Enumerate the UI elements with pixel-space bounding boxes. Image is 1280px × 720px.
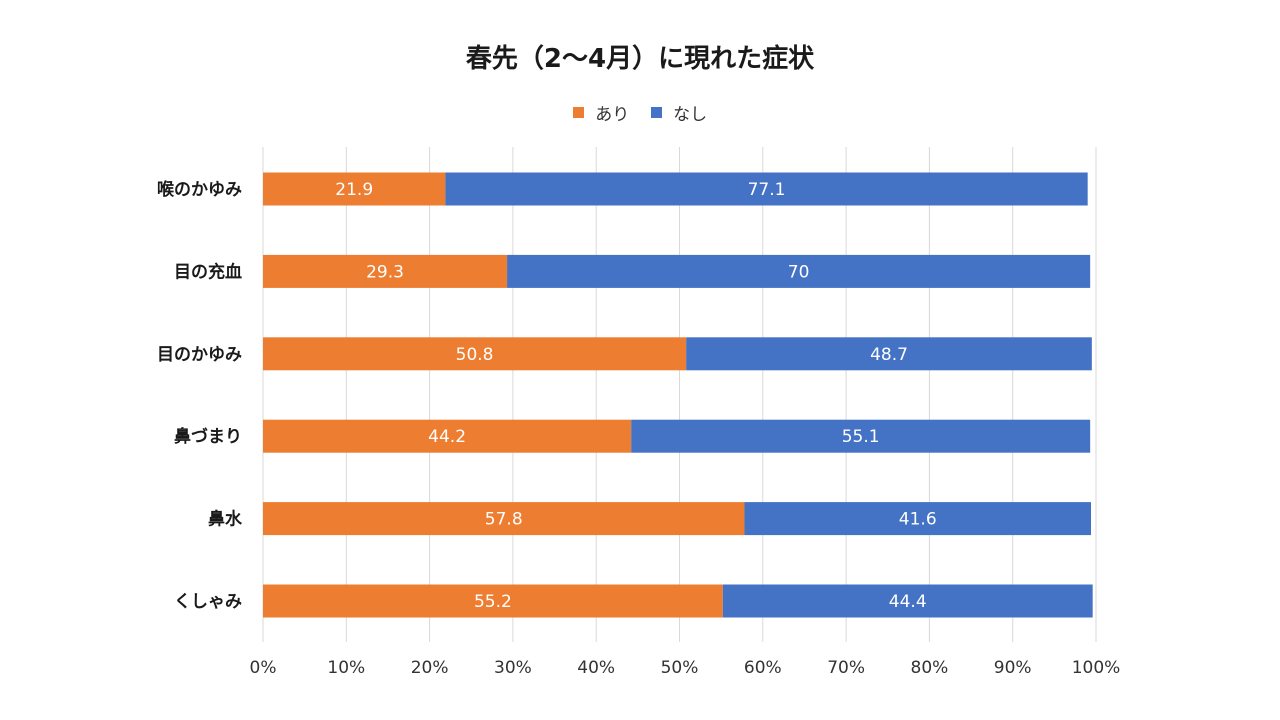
bar-ari [263, 584, 723, 618]
bar-nashi [722, 584, 1093, 618]
x-tick-label: 90% [994, 658, 1032, 678]
x-tick-label: 100% [1072, 658, 1121, 678]
category-label: 目の充血 [174, 261, 242, 282]
data-label: 70 [788, 262, 810, 282]
category-label: 目のかゆみ [157, 345, 242, 365]
category-label: くしゃみ [174, 592, 242, 612]
legend-label-nashi: なし [673, 105, 708, 125]
legend-swatch-nashi [650, 107, 662, 118]
bar-nashi [445, 172, 1088, 206]
category-label: 鼻づまり [174, 426, 242, 447]
x-tick-label: 70% [827, 658, 865, 678]
category-label: 喉のかゆみ [157, 179, 242, 200]
data-label: 57.8 [485, 510, 523, 530]
x-tick-label: 10% [327, 658, 365, 678]
bar-ari [263, 502, 745, 536]
x-tick-label: 60% [744, 658, 782, 678]
x-tick-label: 0% [250, 658, 277, 678]
data-label: 55.2 [474, 592, 512, 612]
x-tick-label: 50% [661, 658, 699, 678]
data-label: 44.2 [428, 427, 466, 447]
legend-label-ari: あり [595, 105, 630, 125]
legend-entry-ari: あり [572, 100, 630, 125]
data-label: 50.8 [456, 345, 494, 365]
legend: あり なし [0, 100, 1280, 125]
bar-nashi [507, 254, 1091, 288]
data-label: 29.3 [366, 262, 404, 282]
data-label: 55.1 [842, 427, 880, 447]
data-label: 48.7 [870, 345, 908, 365]
bar-ari [263, 172, 446, 206]
bar-ari [263, 337, 687, 371]
data-label: 41.6 [899, 510, 937, 530]
x-tick-label: 80% [911, 658, 949, 678]
legend-swatch-ari [572, 107, 584, 118]
bar-ari [263, 419, 632, 453]
data-label: 21.9 [335, 180, 373, 200]
bar-nashi [631, 419, 1091, 453]
chart-title: 春先（2〜4月）に現れた症状 [465, 44, 815, 74]
category-label: 鼻水 [208, 509, 243, 530]
legend-entry-nashi: なし [650, 100, 708, 125]
bar-nashi [686, 337, 1092, 371]
bar-ari [263, 254, 508, 288]
data-label: 77.1 [748, 180, 786, 200]
x-tick-label: 30% [494, 658, 532, 678]
x-tick-label: 40% [577, 658, 615, 678]
data-label: 44.4 [889, 592, 927, 612]
x-tick-label: 20% [411, 658, 449, 678]
bar-nashi [744, 502, 1092, 536]
